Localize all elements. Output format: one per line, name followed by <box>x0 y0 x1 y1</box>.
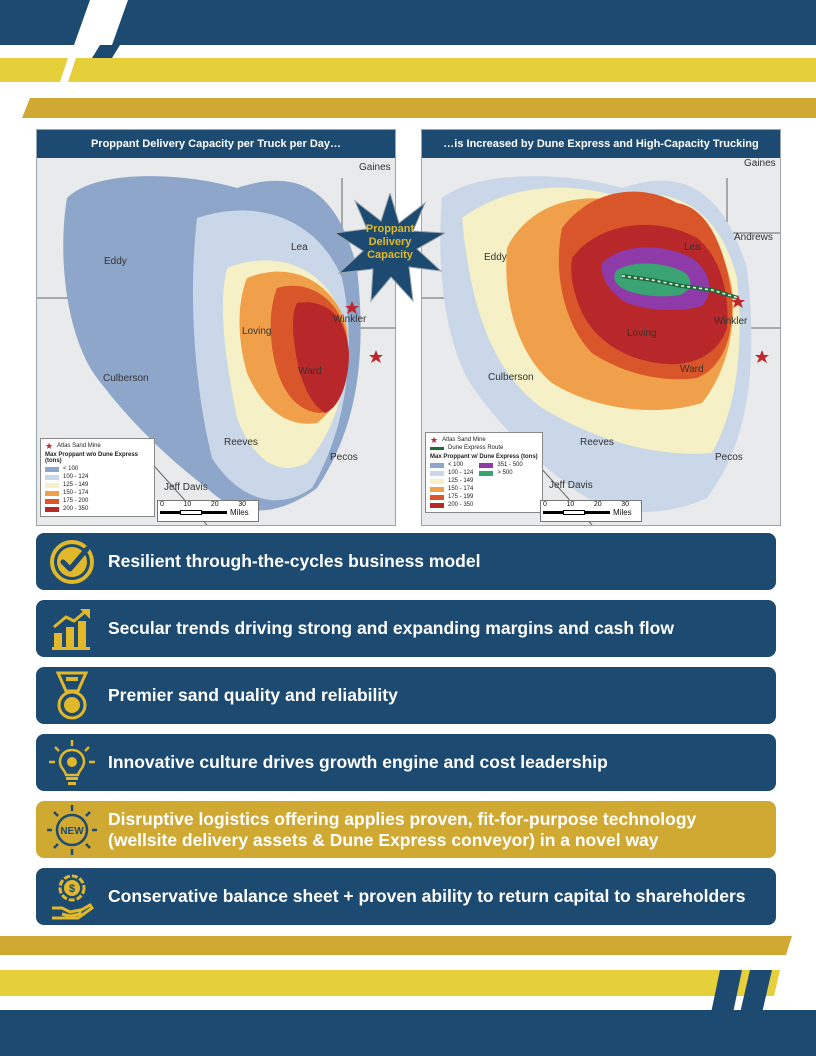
county-label: Pecos <box>330 452 358 463</box>
left-legend: ★ Atlas Sand Mine Max Proppant w/o Dune E… <box>40 438 155 517</box>
county-label: Jeff Davis <box>549 480 593 491</box>
legend-mine-label: Atlas Sand Mine <box>442 437 486 443</box>
county-label: Eddy <box>484 252 507 263</box>
county-label: Loving <box>627 328 657 339</box>
route-line-icon <box>430 446 444 450</box>
bullet-text: Innovative culture drives growth engine … <box>108 752 608 772</box>
starburst-shape <box>333 191 447 303</box>
legend-title: Max Proppant w/o Dune Express (tons) <box>45 452 139 464</box>
county-label: Lea <box>684 242 701 253</box>
lightbulb-gear-icon <box>36 734 108 791</box>
legend-item: 351 - 500 <box>497 462 523 468</box>
bullet-bar: $ Conservative balance sheet + proven ab… <box>36 868 776 925</box>
legend-item: 200 - 350 <box>448 502 474 508</box>
county-label: Pecos <box>715 452 743 463</box>
county-label: Jeff Davis <box>164 482 208 493</box>
county-label: Culberson <box>103 373 149 384</box>
county-label: Culberson <box>488 372 534 383</box>
medal-icon <box>36 667 108 724</box>
left-map-title: Proppant Delivery Capacity per Truck per… <box>37 130 395 158</box>
mine-star-icon <box>369 350 383 363</box>
legend-item: 100 - 124 <box>448 470 474 476</box>
bullet-text: Secular trends driving strong and expand… <box>108 618 674 638</box>
bullet-bar: Innovative culture drives growth engine … <box>36 734 776 791</box>
county-label: Ward <box>298 366 322 377</box>
bullet-bar-highlighted: NEW Disruptive logistics offering applie… <box>36 801 776 858</box>
bullet-text: Premier sand quality and reliability <box>108 685 398 705</box>
legend-route-label: Dune Express Route <box>448 445 504 451</box>
bullet-bar: Secular trends driving strong and expand… <box>36 600 776 657</box>
callout-line: Delivery <box>368 236 412 248</box>
legend-item: 175 - 200 <box>63 498 89 504</box>
county-label: Loving <box>242 326 272 337</box>
bullet-text: Disruptive logistics offering applies pr… <box>108 808 697 850</box>
county-label: Ward <box>680 364 704 375</box>
capacity-callout: Proppant Delivery Capacity <box>333 191 447 303</box>
county-label: Andrews <box>734 232 773 243</box>
mine-star-icon <box>731 295 745 308</box>
county-label: Gaines <box>359 162 391 173</box>
bullet-bar: Premier sand quality and reliability <box>36 667 776 724</box>
county-label: Winkler <box>714 316 748 327</box>
county-label: Reeves <box>224 437 258 448</box>
new-burst-icon: NEW <box>36 801 108 858</box>
right-map-title: …is Increased by Dune Express and High-C… <box>422 130 780 158</box>
bullet-text: Resilient through-the-cycles business mo… <box>108 551 481 571</box>
bullet-text: Conservative balance sheet + proven abil… <box>108 886 746 906</box>
legend-item: 150 - 174 <box>63 490 89 496</box>
legend-item: < 100 <box>63 466 79 472</box>
legend-item: < 100 <box>448 462 464 468</box>
money-hand-icon: $ <box>36 868 108 925</box>
legend-title: Max Proppant w/ Dune Express (tons) <box>430 454 538 460</box>
legend-item: 175 - 199 <box>448 494 474 500</box>
legend-item: > 500 <box>497 470 513 476</box>
left-scale-bar: 0 10 20 30 Miles <box>157 500 259 522</box>
right-map-panel: …is Increased by Dune Express and High-C… <box>421 129 781 526</box>
svg-text:NEW: NEW <box>60 826 84 837</box>
county-label: Reeves <box>580 437 614 448</box>
mine-star-icon <box>755 350 769 363</box>
bullet-bar: Resilient through-the-cycles business mo… <box>36 533 776 590</box>
county-label: Eddy <box>104 256 127 267</box>
legend-item: 100 - 124 <box>63 474 89 480</box>
legend-item: 125 - 149 <box>448 478 474 484</box>
legend-item: 150 - 174 <box>448 486 474 492</box>
county-label: Gaines <box>744 158 776 169</box>
mine-star-icon: ★ <box>430 434 439 445</box>
left-map-panel: Proppant Delivery Capacity per Truck per… <box>36 129 396 526</box>
left-heatmap <box>37 158 395 525</box>
growth-chart-icon <box>36 600 108 657</box>
check-badge-icon <box>36 533 108 590</box>
right-scale-bar: 0 10 20 30 Miles <box>540 500 642 522</box>
callout-line: Proppant <box>365 223 415 235</box>
legend-mine-label: Atlas Sand Mine <box>57 443 101 449</box>
legend-item: 200 - 350 <box>63 506 89 512</box>
legend-item: 125 - 149 <box>63 482 89 488</box>
mine-star-icon <box>345 301 359 314</box>
mine-star-icon: ★ <box>45 440 54 451</box>
right-legend: ★ Atlas Sand Mine Dune Express Route Max … <box>425 432 543 513</box>
svg-text:$: $ <box>69 883 75 895</box>
callout-line: Capacity <box>367 249 413 261</box>
county-label: Winkler <box>333 314 367 325</box>
county-label: Lea <box>291 242 308 253</box>
